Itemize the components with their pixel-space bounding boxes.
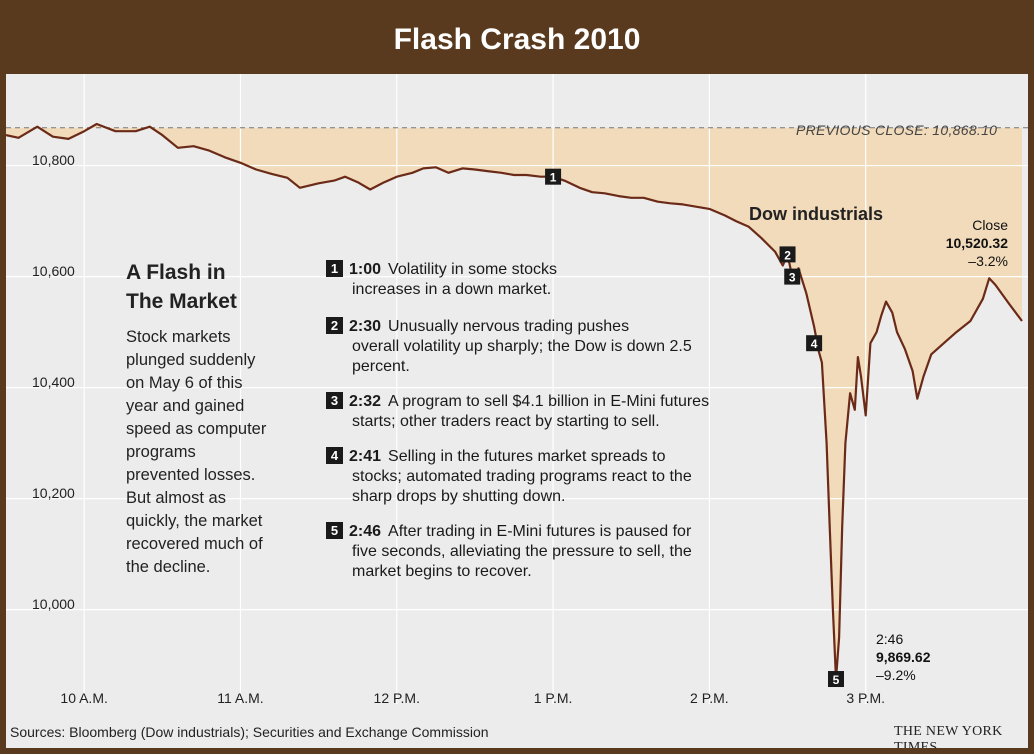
sidebar-line: prevented losses.	[126, 466, 256, 484]
sidebar-line: recovered much of	[126, 535, 263, 553]
timeline-text: A program to sell $4.1 billion in E-Mini…	[388, 393, 710, 410]
timeline-text: Volatility in some stocks	[388, 261, 557, 278]
sidebar-line: quickly, the market	[126, 512, 263, 530]
low-time: 2:46	[876, 631, 904, 647]
timeline-item: 3 2:32 A program to sell $4.1 billion in E…	[326, 392, 709, 432]
timeline-first-line: 4 2:41 Selling in the futures market sprea…	[326, 447, 692, 467]
timeline-time: 2:30	[349, 318, 382, 335]
y-tick-label: 10,800	[32, 151, 75, 168]
sidebar-title: A Flash in The Market	[126, 258, 237, 316]
event-marker-label-3: 3	[789, 271, 796, 285]
timeline-item: 2 2:30 Unusually nervous trading pushes ove…	[326, 317, 692, 377]
timeline-time: 2:46	[349, 523, 382, 540]
source-note: Sources: Bloomberg (Dow industrials); Se…	[10, 724, 489, 740]
timeline-text: increases in a down market.	[352, 281, 552, 298]
timeline-first-line: 1 1:00 Volatility in some stocks	[326, 260, 557, 280]
timeline-number: 2	[326, 317, 343, 334]
timeline-text: starts; other traders react by starting …	[352, 413, 660, 430]
timeline-first-line: 2 2:30 Unusually nervous trading pushes	[326, 317, 692, 337]
x-tick-label: 12 P.M.	[373, 690, 420, 706]
timeline-first-line: 5 2:46 After trading in E-Mini futures is …	[326, 522, 692, 542]
sidebar-line: But almost as	[126, 489, 226, 507]
timeline-text: five seconds, alleviating the pressure t…	[352, 543, 692, 560]
event-marker-5	[827, 671, 844, 688]
sidebar-line: speed as computer	[126, 420, 267, 438]
y-tick-label: 10,000	[32, 595, 75, 612]
x-tick-label: 10 A.M.	[60, 690, 108, 706]
timeline-number: 5	[326, 522, 343, 539]
chart-panel: 1 2 3 4 5 PREVIOUS CLOSE: 10,868.10 Dow indu…	[6, 74, 1028, 748]
event-marker-2	[779, 246, 796, 263]
event-marker-label-5: 5	[833, 673, 840, 687]
event-marker-4	[806, 335, 823, 352]
sidebar-title-line2: The Market	[126, 290, 237, 313]
y-tick-label: 10,200	[32, 484, 75, 501]
sidebar-line: plunged suddenly	[126, 351, 256, 369]
timeline-text: sharp drops by shutting down.	[352, 488, 566, 505]
timeline-item: 4 2:41 Selling in the futures market sprea…	[326, 447, 692, 507]
event-marker-label-2: 2	[784, 248, 791, 262]
sidebar-line: year and gained	[126, 397, 245, 415]
timeline-item: 1 1:00 Volatility in some stocks increases …	[326, 260, 557, 300]
timeline-item: 5 2:46 After trading in E-Mini futures is …	[326, 522, 692, 582]
dow-line	[6, 122, 1023, 681]
timeline-text: Unusually nervous trading pushes	[388, 318, 630, 335]
close-change: –3.2%	[968, 253, 1008, 269]
timeline-number: 1	[326, 260, 343, 277]
timeline-number: 3	[326, 392, 343, 409]
timeline-text: stocks; automated trading programs react…	[352, 468, 692, 485]
timeline-time: 1:00	[349, 261, 382, 278]
chart-title: Flash Crash 2010	[393, 23, 641, 56]
timeline-time: 2:41	[349, 448, 382, 465]
x-tick-label: 3 P.M.	[846, 690, 886, 706]
timeline-text: market begins to recover.	[352, 563, 532, 580]
low-value: 9,869.62	[876, 649, 931, 665]
sidebar-title-line1: A Flash in	[126, 261, 226, 284]
sidebar-line: on May 6 of this	[126, 374, 243, 392]
previous-close-label: PREVIOUS CLOSE: 10,868.10	[796, 122, 998, 138]
sidebar-text: Stock markets plunged suddenly on May 6 of…	[126, 326, 266, 579]
timeline-text: Selling in the futures market spreads to	[388, 448, 666, 465]
timeline-text: overall volatility up sharply; the Dow i…	[352, 338, 692, 355]
sidebar-line: programs	[126, 443, 196, 461]
event-marker-label-4: 4	[811, 337, 818, 351]
decline-area	[6, 123, 1022, 680]
sidebar-line: Stock markets	[126, 328, 231, 346]
y-tick-label: 10,400	[32, 373, 75, 390]
event-marker-1	[545, 168, 562, 185]
event-marker-3	[784, 268, 801, 285]
timeline-first-line: 3 2:32 A program to sell $4.1 billion in E…	[326, 392, 709, 412]
flash-crash-chart: 1 2 3 4 5	[6, 74, 1028, 704]
close-value: 10,520.32	[945, 235, 1008, 251]
y-tick-label: 10,600	[32, 262, 75, 279]
timeline-time: 2:32	[349, 393, 382, 410]
timeline-text: percent.	[352, 358, 410, 375]
credit: THE NEW YORK TIMES	[894, 724, 1003, 748]
series-label: Dow industrials	[749, 204, 884, 224]
x-tick-label: 11 A.M.	[217, 690, 264, 706]
x-tick-label: 1 P.M.	[533, 690, 573, 706]
event-marker-label-1: 1	[550, 171, 557, 185]
timeline-text: After trading in E-Mini futures is pause…	[388, 523, 692, 540]
timeline-number: 4	[326, 447, 343, 464]
sidebar-line: the decline.	[126, 558, 211, 576]
close-label: Close	[972, 217, 1008, 233]
close-annotation: Close 10,520.32 –3.2%	[934, 216, 1008, 270]
low-annotation: 2:46 9,869.62 –9.2%	[876, 630, 931, 684]
low-change: –9.2%	[876, 667, 916, 683]
x-tick-label: 2 P.M.	[690, 690, 729, 706]
